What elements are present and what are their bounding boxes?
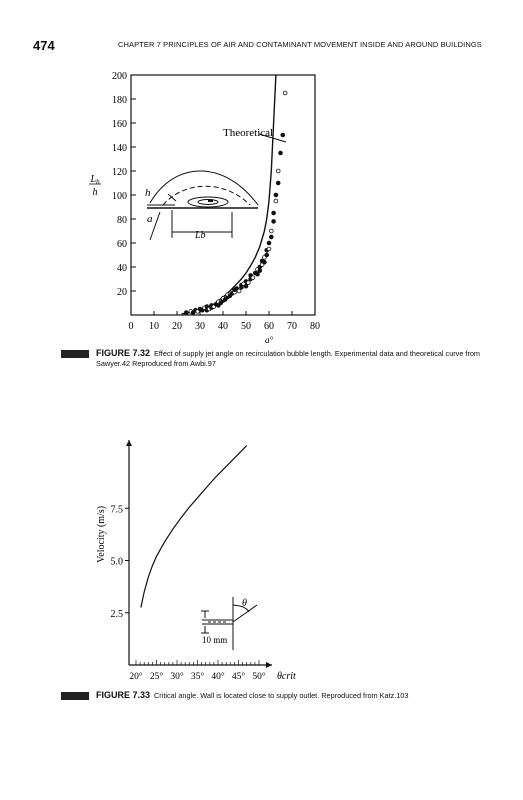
inset-lb-label: Lb (194, 230, 206, 241)
data-point (246, 280, 251, 285)
y-tick-label: 160 (112, 119, 127, 130)
figure-7-32-label: FIGURE 7.32 (96, 348, 151, 358)
figure-7-33-caption: FIGURE 7.33 Critical angle. Wall is locat… (96, 690, 496, 701)
data-point (264, 252, 270, 258)
x-tick-label: 20° (129, 671, 143, 682)
y-tick-label: 60 (117, 239, 127, 250)
x-tick-label: 20 (172, 321, 182, 332)
figure-7-33-caption-text: Critical angle. Wall is located close to… (154, 691, 409, 700)
data-point (268, 228, 274, 234)
x-axis-title: a° (265, 335, 274, 345)
x-tick-label: 70 (287, 321, 297, 332)
y-tick-label: 40 (117, 263, 127, 274)
page-number: 474 (33, 38, 55, 53)
x-tick-label: 50° (252, 671, 266, 682)
running-head: CHAPTER 7 PRINCIPLES OF AIR AND CONTAMIN… (118, 40, 482, 49)
y-axis-title-bottom: h (93, 187, 98, 198)
jet-inset-diagram (147, 170, 259, 241)
y-tick-label: 120 (112, 167, 127, 178)
x-tick-label: 30 (195, 321, 205, 332)
y-tick-label: 80 (117, 215, 127, 226)
figure-7-33-label: FIGURE 7.33 (96, 690, 151, 700)
data-point (275, 168, 281, 174)
data-point (273, 198, 279, 204)
inset-dim-label: 10 mm (202, 635, 227, 645)
nozzle-inset-diagram (201, 597, 258, 650)
x-axis-arrow (266, 662, 272, 668)
x-tick-label: 25° (150, 671, 164, 682)
data-point (273, 192, 279, 198)
data-point (257, 268, 263, 273)
x-tick-label: 35° (191, 671, 205, 682)
y-tick-label: 180 (112, 95, 127, 106)
y-tick-label: 20 (117, 287, 127, 298)
y-tick-label: 2.5 (111, 609, 124, 620)
x-tick-label: 30° (170, 671, 184, 682)
data-point (262, 259, 267, 265)
x-tick-label: 40 (218, 321, 228, 332)
figure-7-33-marker (61, 692, 89, 700)
data-point (271, 210, 276, 216)
x-tick-label: 60 (264, 321, 274, 332)
figure-7-32-caption: FIGURE 7.32 Effect of supply jet angle on… (96, 348, 496, 369)
y-axis-title: Velocity (m/s) (96, 506, 107, 563)
inset-theta-label: θ (242, 598, 247, 609)
x-tick-label: 40° (211, 671, 225, 682)
theoretical-label: Theoretical (223, 127, 273, 139)
y-tick-label: 7.5 (111, 504, 124, 515)
data-point (278, 150, 283, 156)
data-point (250, 275, 256, 281)
x-tick-label: 80 (310, 321, 320, 332)
theoretical-curve (181, 74, 277, 315)
figure-7-32-caption-text: Effect of supply jet angle on recirculat… (96, 349, 481, 368)
data-point (275, 180, 281, 186)
y-axis-arrow (126, 440, 132, 446)
data-point (271, 219, 276, 224)
data-point (266, 246, 272, 252)
inset-h-label: h (145, 187, 151, 199)
data-point (280, 132, 286, 138)
x-tick-label: 50 (241, 321, 251, 332)
inset-a-label: a (147, 213, 153, 225)
data-point (266, 240, 272, 246)
x-axis-title: θcrit (277, 671, 296, 682)
data-point (243, 283, 249, 289)
y-tick-label: 140 (112, 143, 127, 154)
theoretical-pointer (258, 133, 287, 143)
data-point (268, 234, 274, 240)
data-point (183, 310, 189, 315)
y-tick-label: 100 (112, 191, 127, 202)
x-tick-label: 0 (129, 321, 134, 332)
x-tick-label: 45° (232, 671, 246, 682)
y-tick-label: 200 (112, 71, 127, 82)
critical-angle-curve (140, 445, 248, 608)
y-axis-title-top: Lb (89, 174, 100, 186)
x-tick-label: 10 (149, 321, 159, 332)
data-point (282, 90, 288, 96)
data-point (236, 288, 242, 294)
y-tick-label: 5.0 (111, 557, 124, 568)
data-point (255, 271, 260, 277)
figure-7-32-marker (61, 350, 89, 358)
